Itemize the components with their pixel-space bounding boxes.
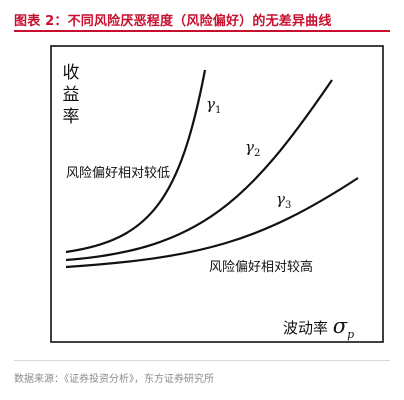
y-axis-label-char: 收: [62, 63, 80, 83]
source-note: 数据来源：《证券投资分析》，东方证券研究所: [14, 374, 214, 385]
y-axis-label-char: 益: [62, 85, 80, 105]
y-axis-label: 收 益 率: [60, 62, 82, 128]
annotation-high-risk-preference: 风险偏好相对较高: [209, 260, 314, 275]
plot-frame: [50, 45, 384, 343]
y-axis-label-char: 率: [62, 107, 80, 127]
x-axis-label-text: 波动率: [283, 319, 329, 337]
curve-label-gamma-2: γ2: [245, 138, 261, 159]
curve-label-gamma-1: γ1: [206, 95, 222, 116]
curve-gamma-3: [65, 177, 359, 269]
x-axis-label: 波动率 σp: [283, 314, 354, 341]
figure-title: 图表 2：不同风险厌恶程度（风险偏好）的无差异曲线: [14, 14, 332, 29]
source-rule: [14, 360, 390, 361]
curve-gamma-2: [65, 79, 333, 262]
curve-label-gamma-3: γ3: [276, 190, 292, 211]
title-rule: [14, 30, 390, 32]
curve-gamma-1: [65, 69, 207, 254]
annotation-low-risk-preference: 风险偏好相对较低: [66, 166, 171, 181]
sigma-symbol: σp: [332, 314, 355, 342]
